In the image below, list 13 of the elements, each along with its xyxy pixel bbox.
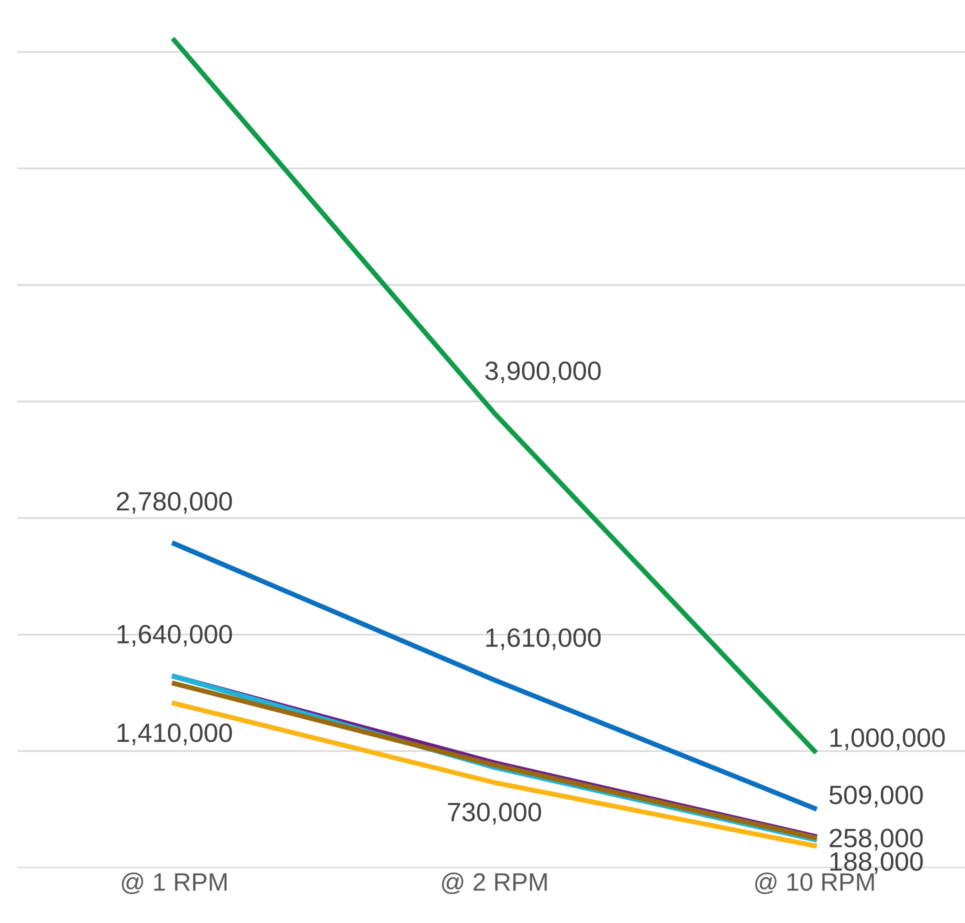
data-label: 1,640,000 [118,624,232,647]
data-label: 1,410,000 [118,723,232,746]
data-label: 1,610,000 [486,628,601,650]
data-label: 3,900,000 [485,361,601,384]
x-tick-label: @ 10 RPM [755,872,874,894]
data-label: 188,000 [830,852,923,874]
x-tick-label: @ 1 RPM [122,872,227,894]
data-label: 258,000 [830,828,923,851]
data-label: 509,000 [829,786,923,808]
data-label: 2,780,000 [116,492,232,514]
x-tick-label: @ 2 RPM [442,872,547,894]
data-label: 730,000 [448,802,542,824]
data-label: 1,000,000 [830,728,945,750]
